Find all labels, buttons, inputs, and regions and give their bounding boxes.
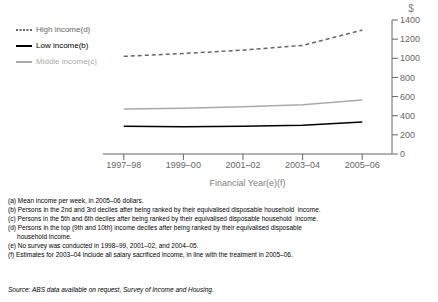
html-text:Source: ABS data available on: Source: ABS data available on request, S… <box>8 286 214 293</box>
svg-text:1400: 1400 <box>400 15 420 25</box>
svg-text:1200: 1200 <box>400 34 420 44</box>
svg-text:2005–06: 2005–06 <box>345 160 380 170</box>
html-text:household income.: household income. <box>8 233 72 240</box>
html-text:(f) Estimates for 2003–04 incl: (f) Estimates for 2003–04 include all sa… <box>8 251 293 258</box>
svg-text:2003–04: 2003–04 <box>285 160 320 170</box>
html-text:High income(d): High income(d) <box>36 25 91 35</box>
svg-text:0: 0 <box>400 149 405 159</box>
svg-text:1999–00: 1999–00 <box>166 160 201 170</box>
html-text:(a) Mean income per week, in 2: (a) Mean income per week, in 2005–06 dol… <box>8 197 144 204</box>
svg-text:$: $ <box>408 3 414 14</box>
svg-text:800: 800 <box>400 73 415 83</box>
html-text:Low income(b): Low income(b) <box>36 41 89 51</box>
svg-text:200: 200 <box>400 130 415 140</box>
svg-text:1000: 1000 <box>400 53 420 63</box>
html-text:(b) Persons in the 2nd and 3rd: (b) Persons in the 2nd and 3rd deciles a… <box>8 206 321 213</box>
svg-text:2001–02: 2001–02 <box>225 160 260 170</box>
html-text:(c) Persons in the 5th and 6th: (c) Persons in the 5th and 6th deciles a… <box>8 215 318 222</box>
svg-text:Financial Year(e)(f): Financial Year(e)(f) <box>209 178 285 188</box>
html-text:(e) No survey was conducted in: (e) No survey was conducted in 1998–99, … <box>8 242 199 249</box>
html-text:(d) Persons in the top (9th an: (d) Persons in the top (9th and 10th) in… <box>8 224 302 231</box>
svg-text:600: 600 <box>400 92 415 102</box>
svg-text:400: 400 <box>400 111 415 121</box>
svg-text:1997–98: 1997–98 <box>106 160 141 170</box>
html-text:Middle income(c): Middle income(c) <box>36 57 97 67</box>
